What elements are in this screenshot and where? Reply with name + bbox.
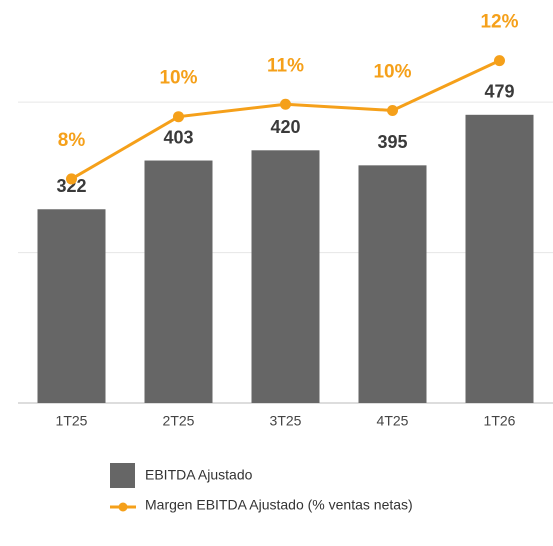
legend-label: Margen EBITDA Ajustado (% ventas netas) xyxy=(145,497,413,513)
bar xyxy=(465,114,534,403)
line-label: 10% xyxy=(373,61,411,82)
line-point xyxy=(280,98,291,110)
line-label: 8% xyxy=(58,130,86,151)
x-tick-label: 2T25 xyxy=(163,413,195,429)
bar-label: 322 xyxy=(56,176,86,196)
x-tick-label: 1T26 xyxy=(484,413,516,429)
bar xyxy=(358,165,427,403)
line-point xyxy=(173,111,184,123)
bar xyxy=(37,209,106,403)
x-tick-label: 4T25 xyxy=(377,413,409,429)
legend-label: EBITDA Ajustado xyxy=(145,467,253,483)
line-label: 11% xyxy=(267,55,304,76)
bar-label: 403 xyxy=(163,127,193,147)
x-tick-label: 1T25 xyxy=(56,413,88,429)
legend-swatch xyxy=(110,463,135,488)
bar-label: 420 xyxy=(270,117,300,137)
legend-swatch xyxy=(118,502,128,512)
line-label: 12% xyxy=(480,12,518,33)
bar-label: 479 xyxy=(484,82,514,102)
bar-label: 395 xyxy=(377,132,407,152)
bar xyxy=(144,160,213,403)
line-point xyxy=(387,104,398,116)
x-tick-label: 3T25 xyxy=(270,413,302,429)
line-point xyxy=(66,173,77,185)
line-point xyxy=(494,55,505,67)
line-label: 10% xyxy=(159,68,197,89)
bar xyxy=(251,150,320,403)
